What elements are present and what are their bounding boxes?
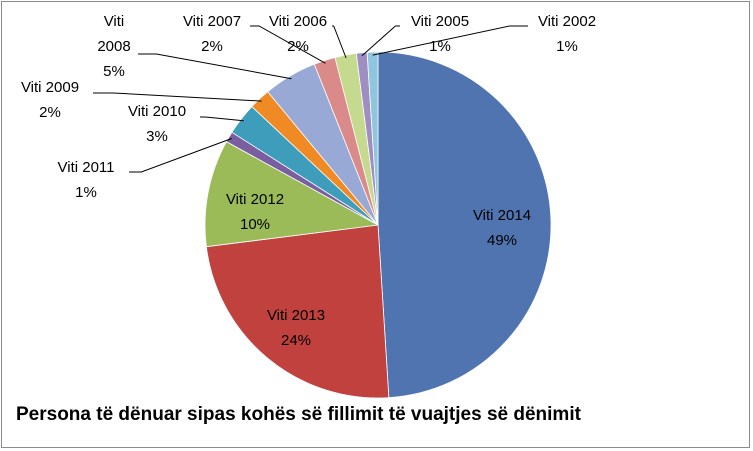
leader-line-viti-2007 <box>250 25 326 64</box>
leader-line-viti-2008 <box>138 53 292 80</box>
pie-slice-viti-2002 <box>366 51 379 226</box>
leader-line-viti-2010 <box>200 116 244 122</box>
data-label-viti-2002: Viti 2002 1% <box>538 13 596 55</box>
data-label-viti-2014: Viti 2014 49% <box>473 207 531 249</box>
data-label-viti-2013: Viti 2013 24% <box>267 307 325 349</box>
data-label-viti-2009: Viti 2009 2% <box>21 79 79 121</box>
data-label-viti-2007: Viti 2007 2% <box>183 13 241 55</box>
leader-line-viti-2011 <box>129 138 232 173</box>
chart-title: Persona të dënuar sipas kohës së fillimi… <box>16 404 581 425</box>
data-label-viti-2011: Viti 2011 1% <box>58 159 115 201</box>
data-label-viti-2008: Viti 2008 5% <box>97 13 130 80</box>
pie-slice-viti-2012 <box>204 141 380 248</box>
pie-slice-viti-2014 <box>377 51 552 399</box>
data-label-viti-2012: Viti 2012 10% <box>226 191 284 233</box>
leader-line-viti-2006 <box>332 25 347 59</box>
pie-slice-viti-2013 <box>205 224 390 399</box>
data-label-viti-2005: Viti 2005 1% <box>411 13 469 55</box>
leader-line-viti-2002 <box>372 25 528 56</box>
leader-line-viti-2009 <box>93 92 262 102</box>
data-label-viti-2010: Viti 2010 3% <box>128 103 186 145</box>
leader-line-viti-2005 <box>361 25 400 57</box>
data-label-viti-2006: Viti 2006 2% <box>269 13 327 55</box>
